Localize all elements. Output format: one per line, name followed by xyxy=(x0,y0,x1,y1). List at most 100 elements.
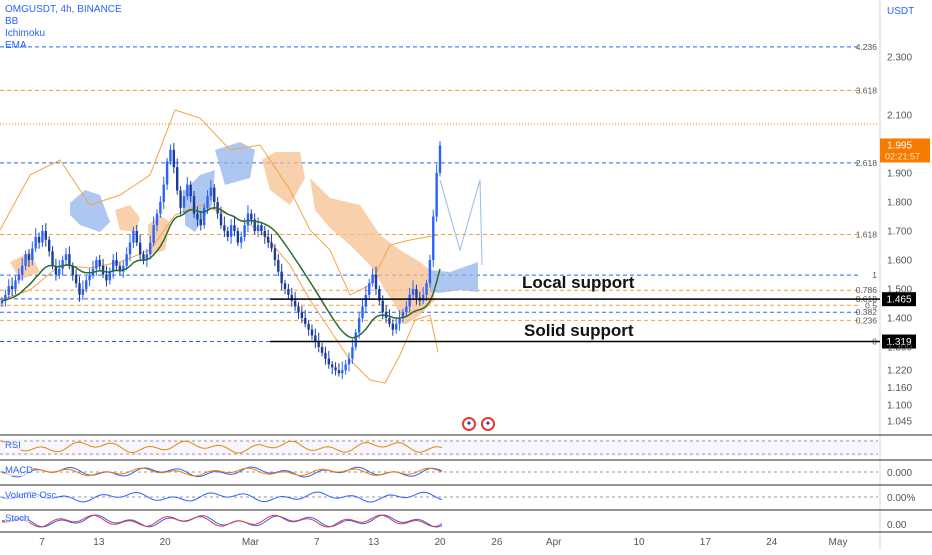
candle-body[interactable] xyxy=(122,265,125,272)
candle-body[interactable] xyxy=(68,254,71,266)
candle-body[interactable] xyxy=(236,231,240,243)
candle-body[interactable] xyxy=(186,184,189,197)
candle-body[interactable] xyxy=(135,231,138,243)
indicator-ema[interactable]: EMA xyxy=(5,40,27,51)
candle-body[interactable] xyxy=(250,213,253,220)
candle-body[interactable] xyxy=(391,323,395,330)
candle-body[interactable] xyxy=(192,196,196,214)
candle-body[interactable] xyxy=(233,225,236,232)
candle-body[interactable] xyxy=(357,318,361,333)
candle-body[interactable] xyxy=(280,271,283,284)
rsi-pane-label[interactable]: RSI xyxy=(5,440,21,451)
candle-body[interactable] xyxy=(179,190,182,208)
candle-body[interactable] xyxy=(341,370,344,374)
candle-body[interactable] xyxy=(253,219,256,232)
candle-body[interactable] xyxy=(425,283,428,295)
indicator-bb[interactable]: BB xyxy=(5,16,19,27)
candle-body[interactable] xyxy=(27,254,31,261)
symbol-title[interactable]: OMGUSDT, 4h, BINANCE xyxy=(5,4,122,15)
candle-body[interactable] xyxy=(0,300,4,304)
candle-body[interactable] xyxy=(411,289,415,295)
us-flag-event-icon[interactable]: ✦ xyxy=(481,417,495,431)
candle-body[interactable] xyxy=(432,216,435,261)
candle-body[interactable] xyxy=(307,323,310,330)
candle-body[interactable] xyxy=(347,358,351,365)
candle-body[interactable] xyxy=(138,242,142,255)
candle-body[interactable] xyxy=(91,268,95,275)
candle-body[interactable] xyxy=(118,265,122,272)
candle-body[interactable] xyxy=(270,242,273,249)
candle-body[interactable] xyxy=(266,236,270,243)
candle-body[interactable] xyxy=(287,289,290,295)
candle-body[interactable] xyxy=(334,367,337,371)
candle-body[interactable] xyxy=(405,306,408,313)
candle-body[interactable] xyxy=(304,318,307,324)
candle-body[interactable] xyxy=(169,149,172,162)
candle-body[interactable] xyxy=(152,225,155,243)
candle-body[interactable] xyxy=(324,352,327,359)
candle-body[interactable] xyxy=(176,167,179,191)
candle-body[interactable] xyxy=(421,294,425,301)
volume-osc-pane-label[interactable]: Volume Osc xyxy=(5,490,57,501)
candle-body[interactable] xyxy=(277,260,280,272)
candle-body[interactable] xyxy=(51,251,54,266)
candle-body[interactable] xyxy=(246,213,250,226)
candle-body[interactable] xyxy=(196,213,199,220)
candle-body[interactable] xyxy=(401,312,405,319)
candle-body[interactable] xyxy=(283,283,287,290)
candle-body[interactable] xyxy=(364,294,368,307)
candle-body[interactable] xyxy=(408,294,411,307)
candle-body[interactable] xyxy=(213,187,216,203)
macd-pane-label[interactable]: MACD xyxy=(5,465,33,476)
candle-body[interactable] xyxy=(24,254,27,266)
candle-body[interactable] xyxy=(37,236,41,243)
candle-body[interactable] xyxy=(378,289,381,301)
candle-body[interactable] xyxy=(54,265,58,275)
candle-body[interactable] xyxy=(4,294,7,301)
candle-body[interactable] xyxy=(88,274,91,281)
candle-body[interactable] xyxy=(81,289,85,295)
candle-body[interactable] xyxy=(7,286,10,295)
candle-body[interactable] xyxy=(260,225,263,232)
us-flag-event-icon[interactable]: ✦ xyxy=(462,417,476,431)
candle-body[interactable] xyxy=(142,254,145,261)
candle-body[interactable] xyxy=(199,219,202,226)
candle-body[interactable] xyxy=(85,280,88,290)
candle-body[interactable] xyxy=(34,236,37,249)
candle-body[interactable] xyxy=(111,260,115,272)
candle-body[interactable] xyxy=(108,271,112,281)
local-support-annotation[interactable]: Local support xyxy=(522,273,635,292)
candle-body[interactable] xyxy=(314,335,317,342)
candle-body[interactable] xyxy=(41,231,44,243)
candle-body[interactable] xyxy=(44,231,47,240)
candle-body[interactable] xyxy=(95,260,98,269)
candle-body[interactable] xyxy=(428,260,432,284)
candle-body[interactable] xyxy=(162,184,165,203)
candle-body[interactable] xyxy=(31,248,34,261)
candle-body[interactable] xyxy=(354,332,357,348)
candle-body[interactable] xyxy=(240,236,243,243)
candle-body[interactable] xyxy=(351,347,354,359)
stoch-pane-label[interactable]: Stoch xyxy=(5,513,30,524)
candle-body[interactable] xyxy=(310,329,314,336)
candle-body[interactable] xyxy=(371,274,374,284)
candle-body[interactable] xyxy=(415,289,418,298)
candle-body[interactable] xyxy=(293,300,297,307)
candle-body[interactable] xyxy=(125,254,128,266)
candle-body[interactable] xyxy=(381,300,384,313)
candle-body[interactable] xyxy=(337,370,341,374)
candle-body[interactable] xyxy=(223,225,226,232)
currency-label[interactable]: USDT xyxy=(887,6,915,17)
candle-body[interactable] xyxy=(71,265,74,275)
candle-body[interactable] xyxy=(290,294,293,301)
candle-body[interactable] xyxy=(229,225,233,237)
candle-body[interactable] xyxy=(159,202,162,214)
candle-body[interactable] xyxy=(74,274,78,284)
indicator-ichimoku[interactable]: Ichimoku xyxy=(5,28,46,39)
candle-body[interactable] xyxy=(209,187,213,197)
candle-body[interactable] xyxy=(374,274,378,290)
candle-body[interactable] xyxy=(182,196,186,208)
candle-body[interactable] xyxy=(155,213,159,226)
candle-body[interactable] xyxy=(105,274,108,281)
candle-body[interactable] xyxy=(219,213,223,226)
